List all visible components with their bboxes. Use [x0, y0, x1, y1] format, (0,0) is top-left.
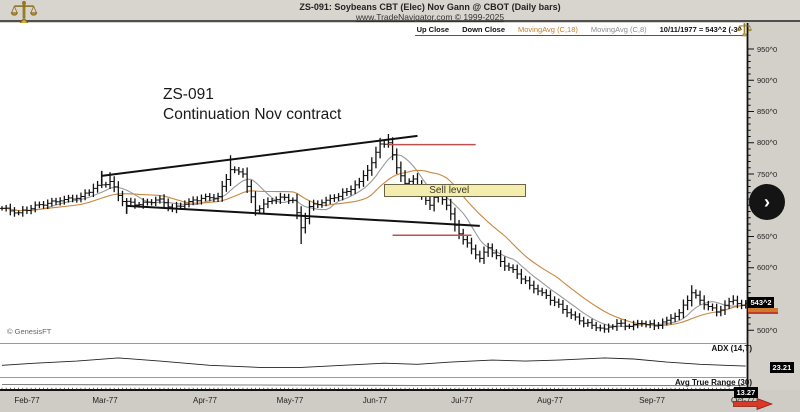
- month-axis-label: May-77: [276, 396, 304, 405]
- price-axis-label: 500^0: [757, 325, 778, 335]
- legend-item-ma18[interactable]: MovingAvg (C,18): [518, 24, 578, 34]
- chart-title: ZS-091: Soybeans CBT (Elec) Nov Gann @ C…: [299, 2, 561, 12]
- price-axis-label: 800^0: [757, 138, 778, 148]
- scales-icon: [10, 1, 38, 25]
- sell-level-label: Sell level: [429, 185, 470, 196]
- price-axis-label: 900^0: [757, 75, 778, 85]
- annotation-contract: Continuation Nov contract: [163, 106, 342, 123]
- last-price-chip: 543^2: [748, 297, 775, 308]
- legend-item-ma8[interactable]: MovingAvg (C,8): [590, 24, 647, 34]
- scales-icon: [737, 23, 752, 37]
- chart-header: ZS-091: Soybeans CBT (Elec) Nov Gann @ C…: [0, 0, 800, 22]
- price-axis-label: 850^0: [757, 107, 778, 116]
- genesis-copyright: © GenesisFT: [7, 327, 52, 336]
- next-chart-button[interactable]: ›: [749, 184, 785, 220]
- legend-item-down-close[interactable]: Down Close: [462, 24, 506, 34]
- ma18-axis-marker: [748, 308, 778, 312]
- annotation-symbol: ZS-091: [163, 86, 214, 103]
- price-axis-label: 750^0: [757, 169, 778, 179]
- month-axis-label: Sep-77: [639, 396, 665, 405]
- price-axis-label: 650^0: [757, 232, 778, 241]
- price-axis-label: 600^0: [757, 263, 778, 273]
- month-axis-label: Jul-77: [451, 396, 473, 405]
- price-axis-label: 950^0: [757, 44, 778, 54]
- month-axis-label: Aug-77: [537, 396, 563, 405]
- month-axis-label: Apr-77: [192, 396, 217, 405]
- adx-value-chip: 23.21: [770, 362, 794, 373]
- legend-item-up-close[interactable]: Up Close: [416, 24, 450, 34]
- atr-panel-label: Avg True Range (30): [674, 377, 752, 387]
- atr-value-chip: 13.27: [734, 387, 758, 398]
- legend-date-value: 10/11/1977 = 543^2 (-3^: [659, 24, 742, 34]
- date-axis-strip: [0, 390, 800, 412]
- ma8-axis-marker: [748, 312, 778, 314]
- month-axis-label: Feb-77: [14, 396, 40, 405]
- adx-panel-label: ADX (14,T): [711, 344, 752, 353]
- site-watermark: www.TradeNavigator.com © 1999-2025: [355, 12, 505, 22]
- month-axis-label: Mar-77: [92, 396, 118, 405]
- month-axis-label: Oct-77: [730, 396, 755, 405]
- red-arrow-annotation[interactable]: [733, 398, 773, 410]
- chart-plot-area: [0, 23, 747, 390]
- month-axis-label: Jun-77: [362, 396, 388, 405]
- chart-legend: Up Close Down Close MovingAvg (C,18) Mov…: [404, 25, 742, 35]
- sell-level-annotation[interactable]: Sell level: [384, 184, 526, 198]
